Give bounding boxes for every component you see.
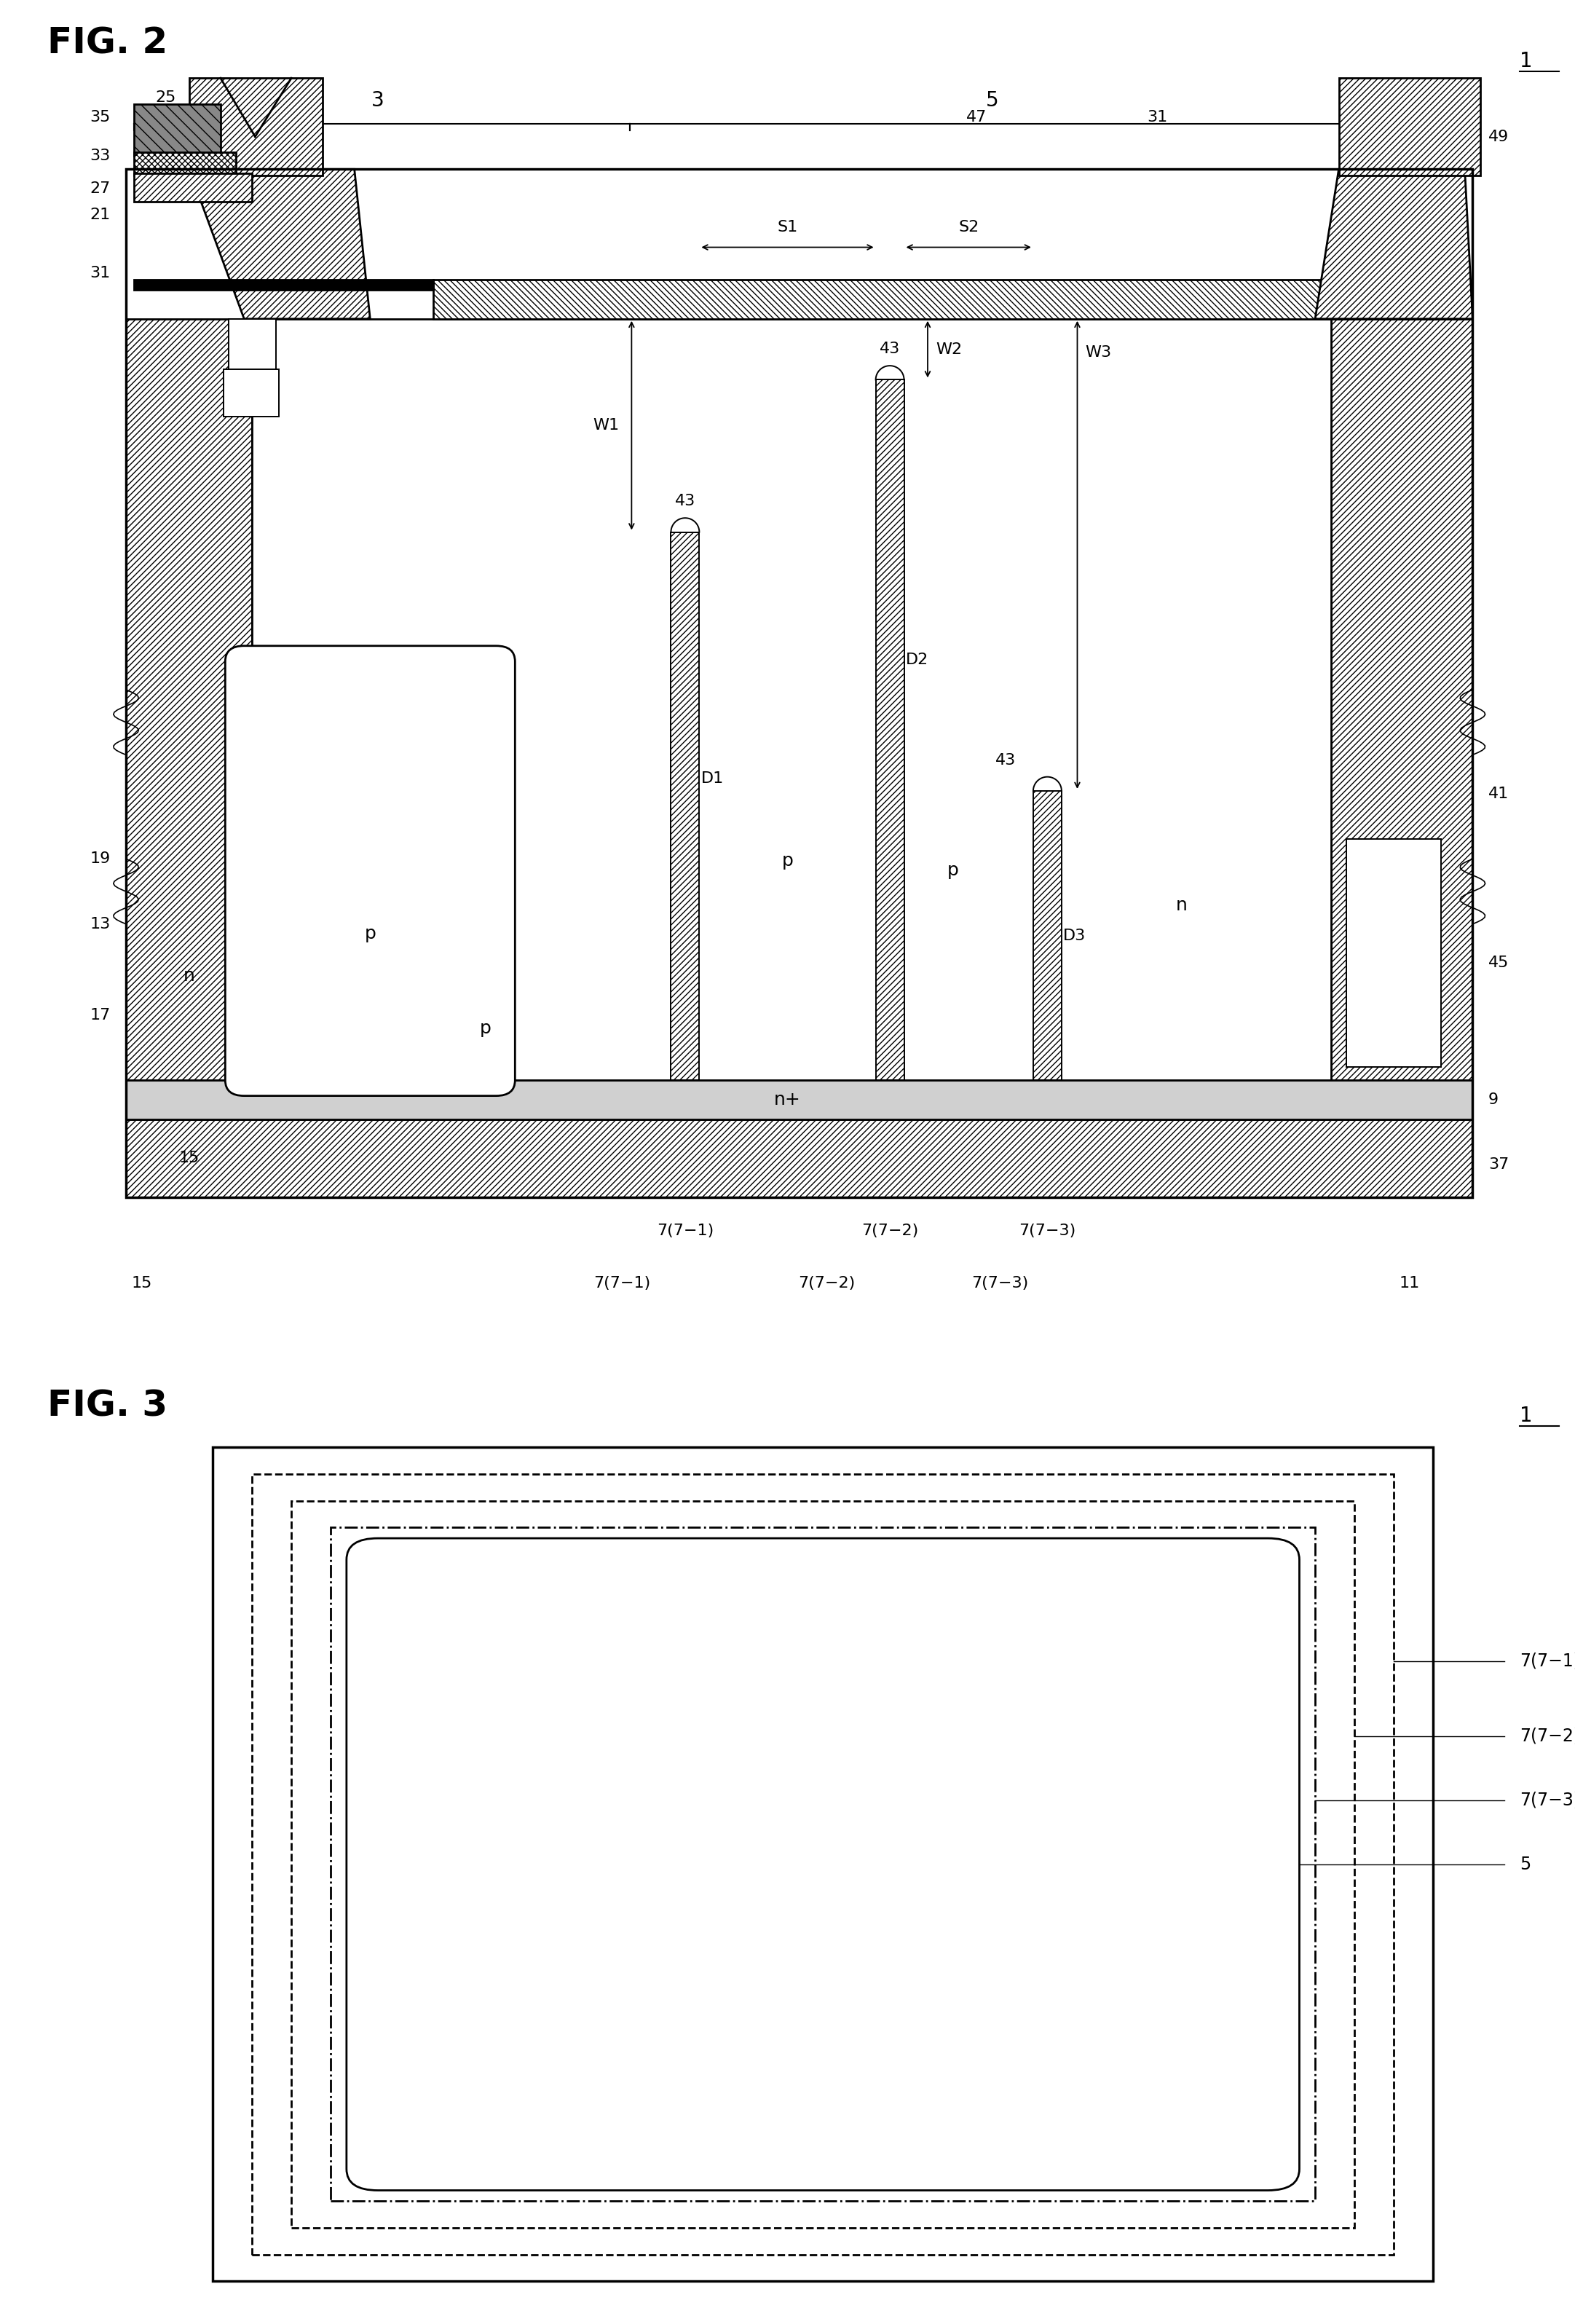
Bar: [228, 318, 276, 372]
Text: 43: 43: [879, 342, 901, 356]
Bar: [1331, 318, 1473, 1081]
Text: 7(7−1): 7(7−1): [594, 1276, 650, 1290]
Text: W2: W2: [936, 342, 962, 356]
Text: FIG. 3: FIG. 3: [47, 1387, 167, 1425]
Text: n+: n+: [775, 1090, 800, 1109]
Bar: [876, 379, 904, 1081]
Text: D3: D3: [1063, 927, 1085, 944]
Bar: [331, 1527, 1315, 2201]
Text: 7(7−2): 7(7−2): [1520, 1727, 1575, 1745]
Text: 3: 3: [457, 2129, 468, 2145]
Bar: [252, 318, 1331, 1081]
Bar: [433, 279, 1457, 318]
Text: W3: W3: [1085, 344, 1112, 360]
Text: 23: 23: [257, 91, 279, 105]
FancyBboxPatch shape: [346, 1538, 1299, 2189]
Bar: [126, 170, 1473, 1197]
Bar: [126, 318, 252, 1081]
Text: 15: 15: [178, 1150, 200, 1167]
Text: 7(7−1): 7(7−1): [657, 1222, 713, 1239]
Text: 5: 5: [1520, 1855, 1531, 1873]
Text: p+: p+: [236, 386, 258, 400]
Text: 31: 31: [1147, 109, 1169, 125]
Text: 33: 33: [90, 149, 110, 163]
Bar: [134, 105, 221, 156]
Text: D2: D2: [906, 653, 928, 667]
Text: 3: 3: [372, 91, 384, 112]
Text: 37: 37: [1488, 1157, 1509, 1171]
Text: 1: 1: [1520, 1406, 1532, 1427]
Bar: [134, 279, 433, 290]
Text: 35: 35: [90, 109, 110, 125]
Text: S2: S2: [958, 221, 980, 235]
Bar: [1347, 839, 1441, 1067]
Text: n+: n+: [1383, 995, 1405, 1009]
Text: 17: 17: [90, 1009, 110, 1023]
Text: 43: 43: [995, 753, 1016, 767]
Text: 47: 47: [965, 109, 988, 125]
Text: 7(7−1): 7(7−1): [1520, 1652, 1575, 1671]
Bar: [134, 153, 236, 177]
Bar: [252, 1473, 1394, 2254]
Text: 21: 21: [90, 207, 110, 223]
Text: p: p: [781, 853, 794, 869]
Text: n: n: [1175, 897, 1188, 913]
Polygon shape: [1315, 170, 1473, 318]
Bar: [1339, 79, 1480, 177]
Text: 27: 27: [90, 181, 110, 195]
Bar: [1033, 790, 1062, 1081]
Text: FIG. 2: FIG. 2: [47, 26, 167, 60]
Text: 15: 15: [131, 1276, 153, 1290]
Text: 13: 13: [90, 916, 110, 932]
Bar: [126, 1081, 1473, 1120]
Text: 7(7−3): 7(7−3): [972, 1276, 1028, 1290]
Bar: [126, 1120, 1473, 1197]
Text: 7(7−3): 7(7−3): [1520, 1792, 1575, 1808]
Text: 41: 41: [1488, 786, 1509, 802]
Bar: [224, 370, 279, 416]
Text: 31: 31: [90, 265, 110, 281]
Text: D1: D1: [701, 772, 723, 786]
Polygon shape: [189, 170, 370, 318]
Text: 25: 25: [154, 91, 176, 105]
Text: p: p: [364, 925, 376, 941]
Text: 45: 45: [1488, 955, 1509, 971]
Text: 49: 49: [1488, 130, 1509, 144]
Text: n: n: [183, 967, 195, 985]
Text: 43: 43: [674, 495, 696, 509]
Text: W1: W1: [592, 418, 619, 432]
Text: p: p: [479, 1020, 491, 1037]
Text: 5: 5: [457, 2175, 468, 2194]
Text: p: p: [947, 862, 959, 878]
Text: 7(7−3): 7(7−3): [1019, 1222, 1076, 1239]
Text: 5: 5: [986, 91, 999, 112]
Text: 1: 1: [1520, 51, 1532, 72]
Text: 7(7−2): 7(7−2): [862, 1222, 918, 1239]
Bar: [134, 172, 252, 202]
Text: n+: n+: [236, 342, 258, 353]
Text: 19: 19: [90, 851, 110, 867]
Text: S1: S1: [776, 221, 799, 235]
Bar: [213, 1448, 1433, 2282]
Text: 11: 11: [1383, 1041, 1405, 1055]
Text: 11: 11: [1399, 1276, 1421, 1290]
Bar: [189, 79, 323, 177]
Text: 9: 9: [1488, 1092, 1499, 1106]
Bar: [671, 532, 699, 1081]
Text: 7(7−2): 7(7−2): [799, 1276, 855, 1290]
Bar: [291, 1501, 1354, 2229]
FancyBboxPatch shape: [225, 646, 515, 1097]
